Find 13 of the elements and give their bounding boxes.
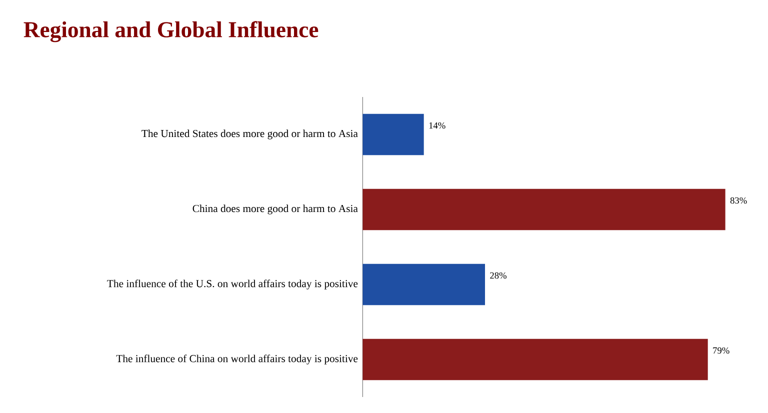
bar [362, 338, 708, 380]
data-label: 28% [490, 272, 506, 279]
y-tick-label: China does more good or harm to Asia [192, 204, 358, 214]
bar [362, 264, 486, 306]
data-label: 79% [713, 347, 730, 354]
data-label: 14% [429, 122, 446, 129]
text: Regional and Global Influence [24, 21, 318, 42]
y-tick-label: The influence of the U.S. on world affairs today is positive [107, 280, 358, 290]
y-tick-label: The influence of China on world affairs today is positive [116, 354, 358, 364]
bar [362, 188, 726, 230]
bar [362, 114, 424, 156]
y-tick-label: The United States does more good or harm to Asia [142, 130, 358, 140]
data-label: 83% [730, 197, 747, 204]
